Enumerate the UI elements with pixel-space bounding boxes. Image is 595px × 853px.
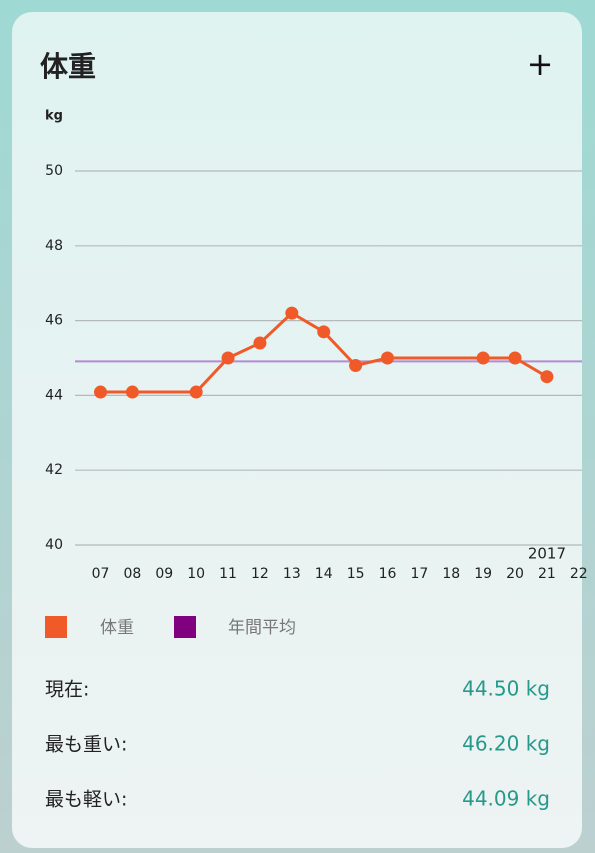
x-tick-label: 22	[570, 566, 588, 582]
weight-point	[221, 351, 235, 365]
card	[12, 12, 582, 848]
stat-label: 最も軽い:	[45, 789, 127, 811]
y-unit: kg	[45, 109, 63, 124]
x-tick-label: 07	[92, 566, 110, 582]
stat-value: 46.20 kg	[462, 732, 550, 756]
y-tick-label: 44	[45, 387, 63, 403]
y-tick-label: 48	[45, 238, 63, 254]
x-tick-label: 20	[506, 566, 524, 582]
x-tick-label: 15	[347, 566, 365, 582]
weight-point	[125, 385, 139, 399]
y-tick-label: 50	[45, 163, 63, 179]
stat-value: 44.09 kg	[462, 787, 550, 811]
x-tick-label: 21	[538, 566, 556, 582]
x-tick-label: 08	[123, 566, 141, 582]
stat-label: 現在:	[45, 679, 89, 701]
y-tick-label: 42	[45, 462, 63, 478]
x-tick-label: 12	[251, 566, 269, 582]
weight-point	[189, 385, 203, 399]
y-tick-label: 46	[45, 313, 63, 329]
title: 体重	[40, 50, 96, 83]
x-tick-label: 18	[442, 566, 460, 582]
weight-point	[285, 306, 299, 320]
weight-point	[508, 351, 522, 365]
add-button[interactable]: +	[527, 45, 554, 83]
x-tick-label: 19	[474, 566, 492, 582]
weight-point	[476, 351, 490, 365]
weight-point	[94, 385, 108, 399]
stat-value: 44.50 kg	[462, 677, 550, 701]
legend-label: 年間平均	[228, 618, 296, 638]
weight-point	[317, 325, 331, 339]
x-tick-label: 13	[283, 566, 301, 582]
stat-label: 最も重い:	[45, 734, 127, 756]
year-annotation: 2017	[528, 545, 566, 563]
weight-point	[540, 370, 554, 384]
x-tick-label: 16	[379, 566, 397, 582]
weight-point	[253, 336, 267, 350]
x-tick-label: 11	[219, 566, 237, 582]
weight-point	[380, 351, 394, 365]
weight-point	[349, 358, 363, 372]
x-tick-label: 10	[187, 566, 205, 582]
x-tick-label: 14	[315, 566, 333, 582]
legend-swatch	[45, 616, 67, 638]
legend-label: 体重	[100, 618, 134, 638]
y-tick-label: 40	[45, 537, 63, 553]
x-tick-label: 17	[410, 566, 428, 582]
legend-swatch	[174, 616, 196, 638]
x-tick-label: 09	[155, 566, 173, 582]
